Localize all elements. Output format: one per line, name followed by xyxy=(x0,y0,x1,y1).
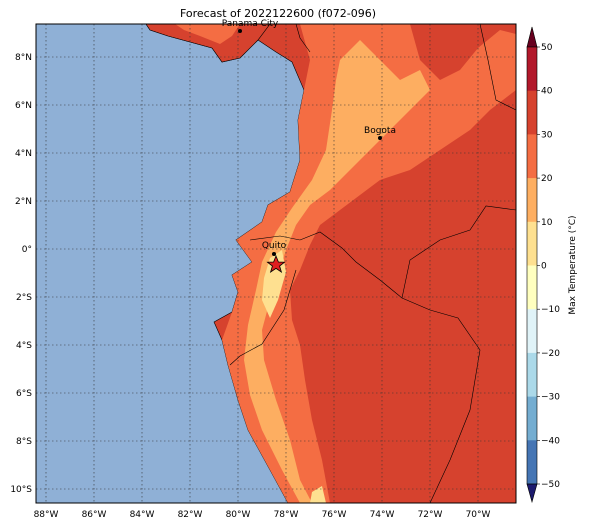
lon-tick: 88°W xyxy=(34,510,59,520)
colorbar-tick-label: −30 xyxy=(541,393,560,403)
city-marker-quito xyxy=(272,252,276,256)
warm-band-20-30 xyxy=(222,24,516,503)
lat-tick: 8°N xyxy=(15,53,32,63)
lon-tick: 76°W xyxy=(322,510,347,520)
colorbar-tick-label: −10 xyxy=(541,305,560,315)
star-icon xyxy=(266,254,286,273)
colorbar-tick-label: 20 xyxy=(541,174,553,184)
central-america-land xyxy=(145,23,271,63)
lon-tick: 80°W xyxy=(226,510,251,520)
lat-tick: 8°S xyxy=(16,437,32,447)
colorbar-tick-label: −40 xyxy=(541,436,560,446)
map-frame xyxy=(35,23,517,504)
lat-tick: 2°N xyxy=(15,197,32,207)
colorbar-extend-min xyxy=(526,483,538,504)
lat-tick: 4°N xyxy=(15,149,32,159)
lon-tick: 70°W xyxy=(466,510,491,520)
colorbar-segment xyxy=(527,178,537,223)
city-marker-bogota xyxy=(378,136,382,140)
city-label-panama: Panama City xyxy=(222,19,279,29)
colorbar-segment xyxy=(527,134,537,179)
colorbar-extend-max xyxy=(526,26,538,48)
lon-tick: 72°W xyxy=(418,510,443,520)
lat-tick: 6°N xyxy=(15,101,32,111)
colorbar-tick-label: 30 xyxy=(541,130,553,140)
colorbar-segment xyxy=(527,90,537,135)
country-borders xyxy=(229,23,517,504)
colorbar-segment xyxy=(527,396,537,441)
graticule xyxy=(36,24,516,503)
lat-tick: 0° xyxy=(22,245,32,255)
colorbar-segment xyxy=(527,221,537,266)
colorbar-tick-label: −20 xyxy=(541,349,560,359)
city-label-quito: Quito xyxy=(262,241,287,251)
colorbar-segment xyxy=(527,309,537,354)
lon-tick: 78°W xyxy=(274,510,299,520)
colorbar-segment xyxy=(527,440,537,485)
colorbar-tick-label: 50 xyxy=(541,43,553,53)
lat-tick: 4°S xyxy=(16,341,32,351)
colorbar-tick-label: −50 xyxy=(541,480,560,490)
lat-tick: 2°S xyxy=(16,293,32,303)
lat-tick: 10°S xyxy=(10,485,32,495)
lat-tick: 6°S xyxy=(16,389,32,399)
colorbar-segment xyxy=(527,47,537,92)
city-marker-panama xyxy=(238,29,242,33)
lon-tick: 82°W xyxy=(178,510,203,520)
warm-band-10-20 xyxy=(244,40,430,503)
colorbar-segment xyxy=(527,265,537,310)
colorbar-segments xyxy=(526,26,538,504)
colorbar-segment xyxy=(527,352,537,398)
colorbar-tick-label: 40 xyxy=(541,87,553,97)
city-label-bogota: Bogota xyxy=(364,126,396,136)
cool-band-0-10 xyxy=(310,486,326,503)
lon-tick: 84°W xyxy=(130,510,155,520)
colorbar-ticks: 50 40 30 20 10 0 −10 −20 −30 −40 −50 xyxy=(537,43,560,490)
lon-tick: 86°W xyxy=(82,510,107,520)
colorbar-tick-label: 0 xyxy=(541,262,547,272)
colorbar-label: Max Temperature (°C) xyxy=(568,215,578,314)
map-title: Forecast of 2022122600 (f072-096) xyxy=(179,7,377,20)
panama-band xyxy=(175,24,240,44)
colorbar-tick-label: 10 xyxy=(541,218,553,228)
lon-tick: 74°W xyxy=(370,510,395,520)
